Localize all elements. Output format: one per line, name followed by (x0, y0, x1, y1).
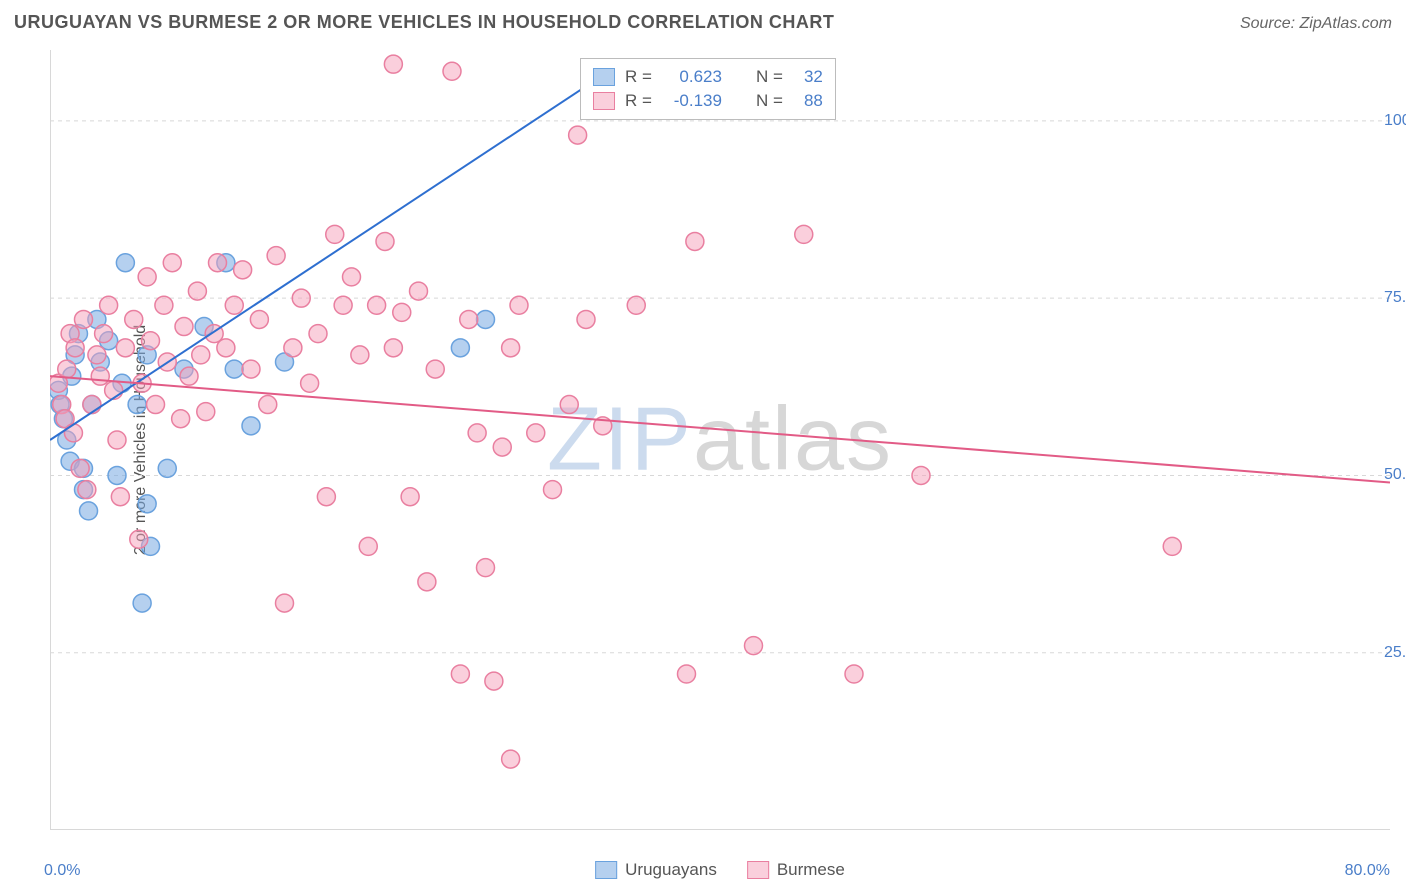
n-value: 88 (793, 91, 823, 111)
y-tick-label: 50.0% (1384, 466, 1406, 484)
series-legend-item: Uruguayans (595, 860, 717, 880)
n-label: N = (756, 91, 783, 111)
scatter-chart: 2 or more Vehicles in Household ZIPatlas… (50, 50, 1390, 830)
legend-swatch (595, 861, 617, 879)
n-label: N = (756, 67, 783, 87)
series-name: Burmese (777, 860, 845, 880)
legend-swatch (593, 68, 615, 86)
series-legend: Uruguayans Burmese (595, 860, 845, 880)
source-attribution: Source: ZipAtlas.com (1240, 15, 1392, 33)
legend-row: R = -0.139 N = 88 (593, 89, 823, 113)
chart-header: URUGUAYAN VS BURMESE 2 OR MORE VEHICLES … (14, 12, 1392, 33)
chart-title: URUGUAYAN VS BURMESE 2 OR MORE VEHICLES … (14, 12, 834, 33)
plot-svg (50, 50, 1390, 830)
legend-swatch (747, 861, 769, 879)
r-value: -0.139 (662, 91, 722, 111)
legend-row: R = 0.623 N = 32 (593, 65, 823, 89)
series-legend-item: Burmese (747, 860, 845, 880)
n-value: 32 (793, 67, 823, 87)
x-tick-label: 0.0% (44, 862, 80, 880)
correlation-legend: R = 0.623 N = 32 R = -0.139 N = 88 (580, 58, 836, 120)
r-value: 0.623 (662, 67, 722, 87)
y-tick-label: 100.0% (1384, 112, 1406, 130)
series-name: Uruguayans (625, 860, 717, 880)
legend-swatch (593, 92, 615, 110)
y-tick-label: 25.0% (1384, 644, 1406, 662)
x-tick-label: 80.0% (1345, 862, 1390, 880)
r-label: R = (625, 91, 652, 111)
r-label: R = (625, 67, 652, 87)
y-tick-label: 75.0% (1384, 289, 1406, 307)
